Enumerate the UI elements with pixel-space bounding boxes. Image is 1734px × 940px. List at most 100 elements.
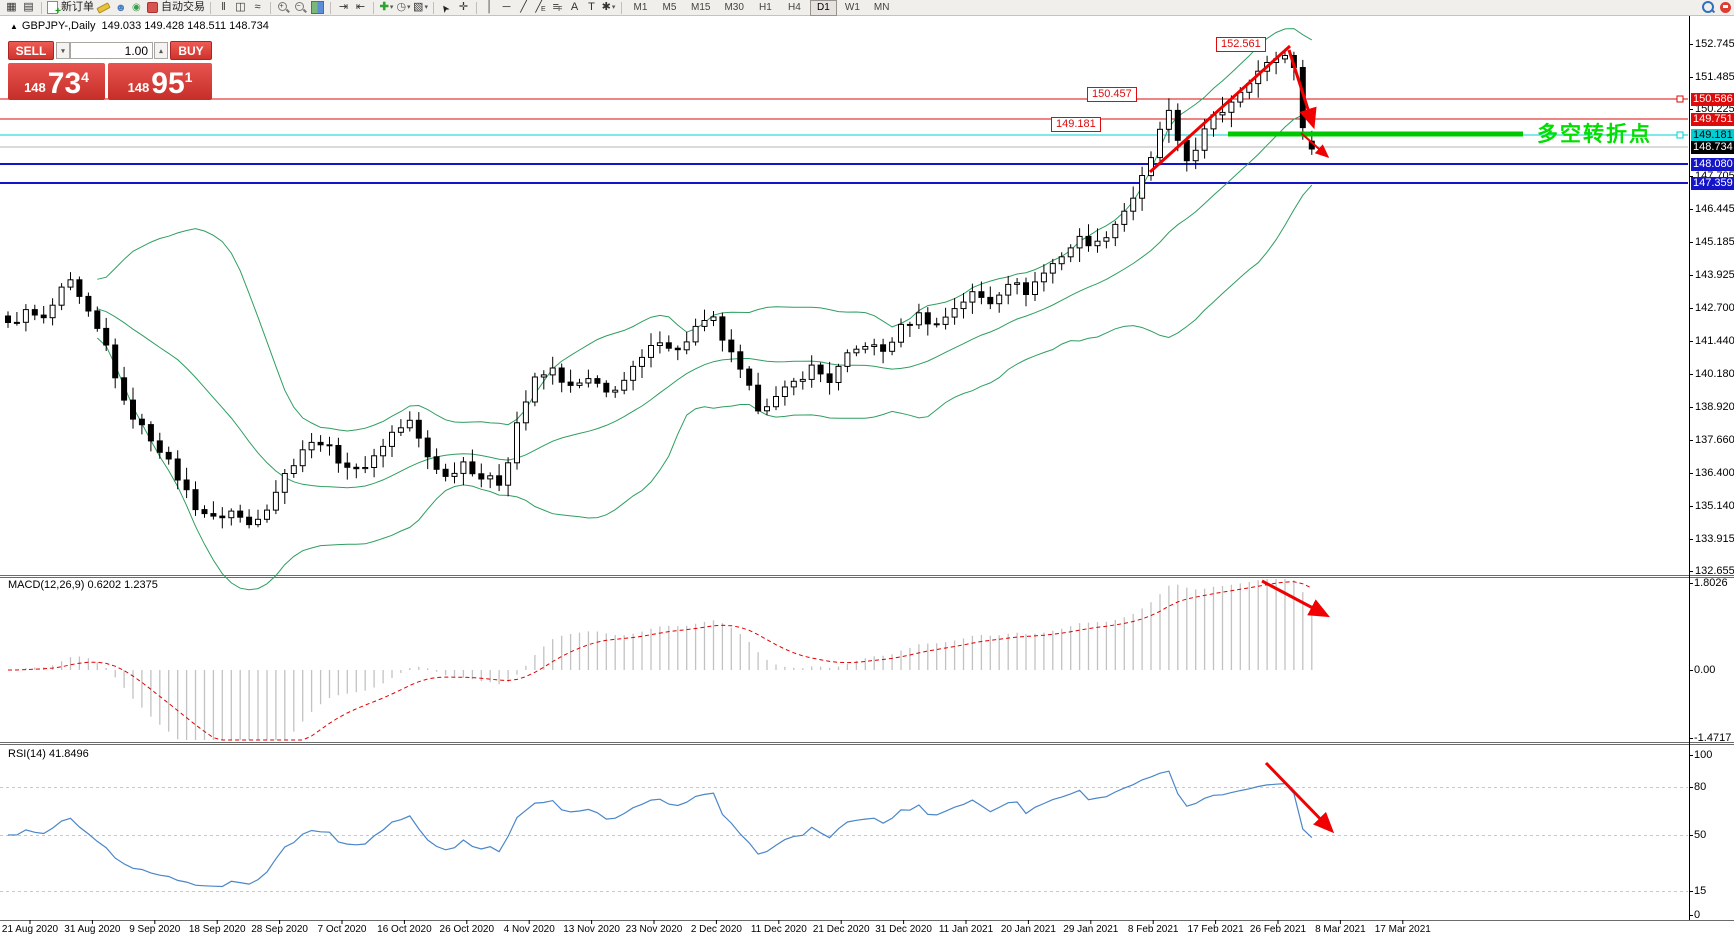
sell-price-pips: 73 [47, 67, 82, 100]
price-callout[interactable]: 150.457 [1087, 87, 1137, 102]
templates-icon[interactable]: ▧ ▾ [413, 1, 428, 13]
volume-input[interactable] [70, 42, 153, 59]
periods-icon[interactable]: ◷ ▾ [396, 1, 411, 13]
horizontal-level-lines[interactable] [0, 95, 1688, 184]
date-tick-label: 31 Dec 2020 [875, 924, 932, 935]
tile-windows-icon[interactable] [310, 1, 325, 15]
date-tick-label: 18 Sep 2020 [188, 924, 246, 935]
notifications-icon [1720, 2, 1731, 13]
community-icon[interactable]: ☻ [113, 1, 128, 15]
text-label-icon[interactable]: T [588, 1, 595, 13]
price-tick-label: 137.660 [1695, 434, 1734, 446]
timeframe-mn[interactable]: MN [873, 1, 890, 13]
candlestick-series [5, 48, 1315, 529]
zoom-in-icon[interactable]: + [276, 1, 291, 15]
chart-window-icon[interactable]: ▦ [6, 1, 17, 13]
price-level-badge: 149.181 [1691, 128, 1734, 142]
timeframe-m5[interactable]: M5 [662, 1, 677, 13]
sell-button[interactable]: SELL [8, 41, 54, 60]
fibonacci-icon[interactable]: ≡ F [552, 1, 563, 14]
date-tick-label: 26 Oct 2020 [439, 924, 495, 935]
cursor-icon[interactable]: ➤ [439, 1, 454, 15]
buy-button[interactable]: BUY [170, 41, 212, 60]
volume-increase-button[interactable]: ▴ [154, 42, 168, 59]
macd-tick-label: 1.8026 [1694, 577, 1728, 589]
price-tick-label: 150.225 [1695, 103, 1734, 115]
timeframe-m1[interactable]: M1 [633, 1, 648, 13]
auto-scroll-icon[interactable]: ⇥ [338, 1, 349, 13]
date-tick-label: 31 Aug 2020 [64, 924, 121, 935]
price-tick-label: 146.445 [1695, 203, 1734, 215]
date-tick-label: 9 Sep 2020 [129, 924, 181, 935]
trend-arrows[interactable] [1148, 44, 1335, 834]
date-tick-label: 21 Aug 2020 [1, 924, 59, 935]
turning-point-annotation[interactable]: 多空转折点 [1537, 123, 1652, 146]
trendline-icon[interactable]: ╱ [520, 1, 527, 13]
indicators-icon[interactable]: ✚ ▾ [379, 1, 394, 13]
timeframe-d1[interactable]: D1 [809, 0, 837, 16]
price-tick-label: 151.485 [1695, 71, 1734, 83]
date-tick-label: 2 Dec 2020 [690, 924, 742, 935]
date-tick-label: 21 Dec 2020 [812, 924, 870, 935]
bar-chart-icon[interactable]: ‖ [221, 1, 226, 13]
line-chart-icon[interactable]: ≈ [254, 1, 261, 13]
buy-price-figure: 148 [127, 80, 150, 95]
zoom-out-icon[interactable]: − [293, 1, 308, 15]
chart-ohlc-values: 149.033 149.428 148.511 148.734 [101, 20, 269, 32]
collapse-chart-icon[interactable]: ▲ [10, 22, 18, 31]
equidistant-channel-icon[interactable]: ╱ E [535, 1, 546, 14]
rsi-tick-label: 100 [1694, 749, 1713, 761]
timeframe-h1[interactable]: H1 [759, 1, 772, 13]
indicators-icon: ✚ [379, 1, 389, 13]
notifications-icon[interactable] [1718, 1, 1733, 15]
signals-icon[interactable]: ◉ [130, 1, 145, 15]
sell-price-button[interactable]: 148 73 4 [8, 63, 105, 100]
community-icon: ☻ [115, 1, 127, 14]
autotrading-button[interactable]: 自动交易 [147, 1, 205, 15]
rsi-tick-label: 0 [1694, 909, 1701, 921]
buy-price-pips: 95 [151, 67, 185, 100]
volume-decrease-button[interactable]: ▾ [56, 42, 70, 59]
timeframe-m30[interactable]: M30 [724, 1, 744, 13]
date-tick-label: 8 Feb 2021 [1127, 924, 1179, 935]
toolbar-separator [476, 1, 477, 14]
date-tick-label: 11 Dec 2020 [750, 924, 807, 935]
zoom-out-icon: − [294, 1, 307, 14]
text-icon[interactable]: A [570, 1, 579, 13]
panel-borders [0, 16, 1734, 921]
date-tick-label: 13 Nov 2020 [563, 924, 620, 935]
buy-price-button[interactable]: 148 95 1 [108, 63, 212, 100]
price-callout[interactable]: 149.181 [1051, 117, 1101, 132]
price-tick-label: 141.440 [1695, 335, 1734, 347]
rsi-level-lines [0, 787, 1688, 892]
price-level-badge: 148.080 [1691, 157, 1734, 171]
search-icon[interactable] [1701, 1, 1716, 15]
timeframe-m15[interactable]: M15 [691, 1, 711, 13]
new-order-button [47, 1, 61, 17]
price-level-badge: 148.734 [1691, 140, 1734, 154]
macd-indicator [8, 579, 1313, 741]
vertical-line-icon[interactable]: │ [486, 1, 493, 13]
rsi-label: RSI(14) 41.8496 [8, 748, 89, 760]
chart-shift-icon[interactable]: ⇤ [355, 1, 366, 13]
crosshair-icon[interactable]: ✛ [458, 1, 469, 13]
candlestick-chart-icon[interactable]: ◫ [235, 1, 246, 13]
signals-icon: ◉ [132, 1, 141, 13]
axis-tick-marks [29, 44, 1693, 924]
toolbar-separator [373, 1, 374, 14]
timeframe-h4[interactable]: H4 [788, 1, 801, 13]
rsi-line [7, 770, 1313, 888]
price-level-badge: 150.586 [1691, 92, 1734, 106]
new-order-button[interactable]: 新订单 [47, 1, 94, 17]
main-toolbar: ▦ ▤ 新订单 ☻ ◉ 自动交易 ‖ ◫ ≈ +− ⇥ ⇤ ✚▾◷▾▧▾ ➤ ✛ │ ─ ╱ ╱E ≡F AT ✱▾ M1 M… [0, 0, 1734, 17]
data-window-icon[interactable]: ▤ [23, 1, 34, 13]
date-tick-label: 17 Mar 2021 [1374, 924, 1431, 935]
date-tick-label: 16 Oct 2020 [377, 924, 432, 935]
date-tick-label: 26 Feb 2021 [1249, 924, 1307, 935]
arrows-icon[interactable]: ✱ ▾ [601, 1, 616, 13]
horizontal-line-icon[interactable]: ─ [502, 1, 511, 13]
chart-style-icon[interactable] [96, 1, 111, 15]
price-callout[interactable]: 152.561 [1216, 37, 1266, 52]
timeframe-w1[interactable]: W1 [844, 1, 860, 13]
